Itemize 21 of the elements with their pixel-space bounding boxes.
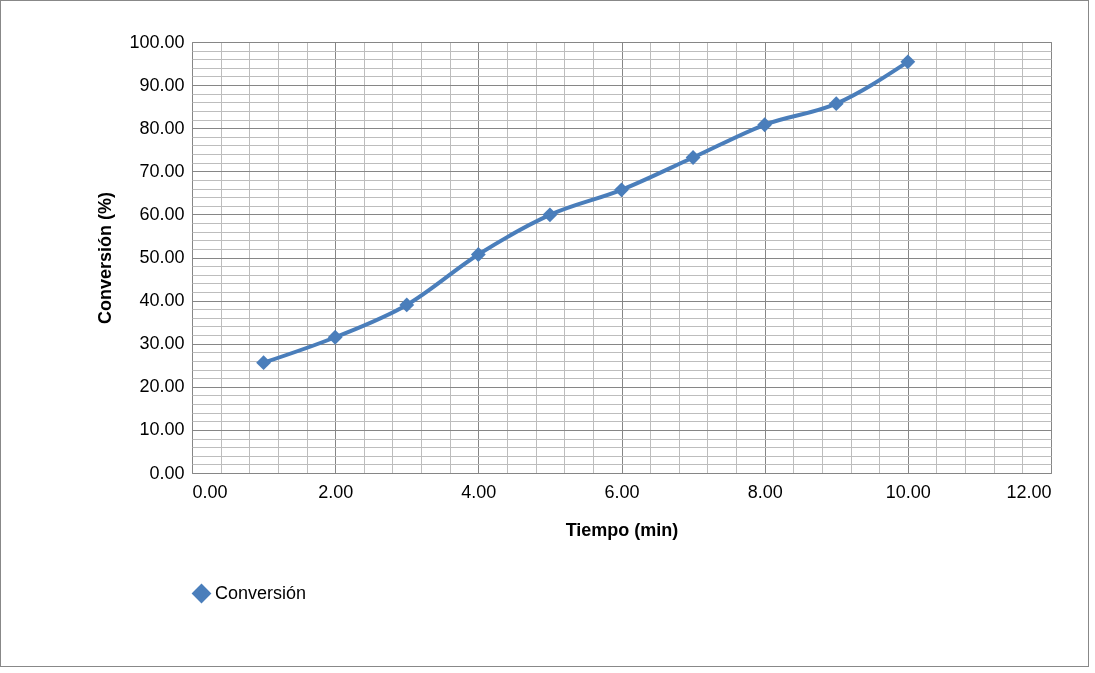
- y-tick-label: 80.00: [139, 117, 185, 138]
- y-tick-label: 100.00: [129, 31, 185, 52]
- x-tick-label: 8.00: [747, 481, 783, 502]
- x-tick-label: 12.00: [1006, 481, 1052, 502]
- y-tick-label: 40.00: [139, 290, 185, 311]
- y-tick-label: 50.00: [139, 247, 185, 267]
- legend-label: Conversión: [215, 582, 307, 603]
- y-tick-label: 90.00: [139, 74, 185, 95]
- x-tick-label: 2.00: [318, 481, 354, 502]
- y-tick-label: 0.00: [149, 462, 185, 483]
- y-tick-label: 70.00: [139, 160, 185, 181]
- y-axis-title: Conversión (%): [95, 191, 116, 325]
- y-tick-label: 10.00: [139, 419, 185, 440]
- x-tick-label: 4.00: [461, 481, 497, 502]
- x-tick-label: 0.00: [192, 481, 228, 502]
- y-tick-label: 20.00: [139, 376, 185, 397]
- y-tick-label: 30.00: [139, 333, 185, 354]
- y-tick-label: 60.00: [139, 203, 185, 224]
- x-axis-title: Tiempo (min): [565, 519, 679, 540]
- x-tick-label: 6.00: [604, 481, 640, 502]
- x-tick-label: 10.00: [885, 481, 931, 502]
